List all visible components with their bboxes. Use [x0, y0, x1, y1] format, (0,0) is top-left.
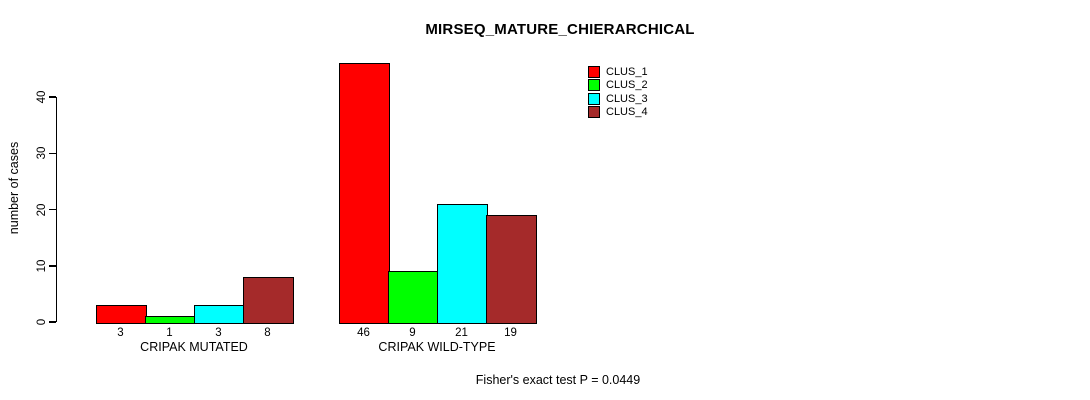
legend-label: CLUS_1	[606, 65, 648, 78]
y-tick-label: 10	[36, 259, 48, 273]
bar-clus_4-wildtype	[486, 215, 537, 324]
bar-clus_3-wildtype	[437, 203, 488, 324]
y-tick-label: 0	[36, 318, 48, 326]
y-axis-line	[55, 97, 57, 322]
bar-value-label: 21	[455, 327, 468, 339]
y-tick-label: 40	[36, 90, 48, 104]
chart-title: MIRSEQ_MATURE_CHIERARCHICAL	[425, 21, 695, 38]
bar-value-label: 3	[117, 327, 124, 339]
y-axis-label: number of cases	[7, 141, 21, 235]
bar-value-label: 46	[357, 327, 370, 339]
legend: CLUS_1 CLUS_2 CLUS_3 CLUS_4	[588, 65, 648, 119]
y-tick	[48, 265, 56, 267]
y-tick-label: 20	[36, 203, 48, 216]
bar-clus_1-wildtype	[339, 63, 390, 324]
legend-item-clus_4: CLUS_4	[588, 106, 648, 120]
bar-value-label: 3	[215, 327, 222, 339]
bar-clus_2-mutated	[145, 316, 196, 324]
bar-clus_2-wildtype	[388, 271, 439, 324]
legend-label: CLUS_4	[606, 106, 648, 119]
y-tick	[48, 208, 56, 211]
bar-value-label: 19	[504, 327, 517, 339]
y-tick	[48, 321, 56, 323]
bar-value-label: 1	[166, 327, 173, 339]
bar-value-label: 8	[264, 327, 271, 339]
y-tick	[48, 96, 56, 98]
legend-item-clus_1: CLUS_1	[588, 65, 648, 79]
category-label: CRIPAK MUTATED	[140, 340, 248, 354]
y-tick	[48, 152, 56, 154]
footnote-pvalue: Fisher's exact test P = 0.0449	[475, 373, 641, 387]
legend-label: CLUS_3	[606, 92, 648, 105]
legend-item-clus_2: CLUS_2	[588, 79, 648, 93]
bar-value-label: 9	[409, 327, 416, 339]
legend-swatch-clus_4	[588, 106, 600, 119]
category-label: CRIPAK WILD-TYPE	[378, 340, 496, 354]
legend-label: CLUS_2	[606, 79, 648, 92]
bar-clus_3-mutated	[194, 305, 245, 324]
bar-clus_1-mutated	[96, 305, 147, 324]
legend-swatch-clus_2	[588, 79, 600, 92]
y-tick-label: 30	[36, 146, 48, 160]
bar-clus_4-mutated	[243, 277, 294, 324]
legend-item-clus_3: CLUS_3	[588, 92, 648, 106]
legend-swatch-clus_3	[588, 92, 600, 105]
legend-swatch-clus_1	[588, 65, 600, 78]
